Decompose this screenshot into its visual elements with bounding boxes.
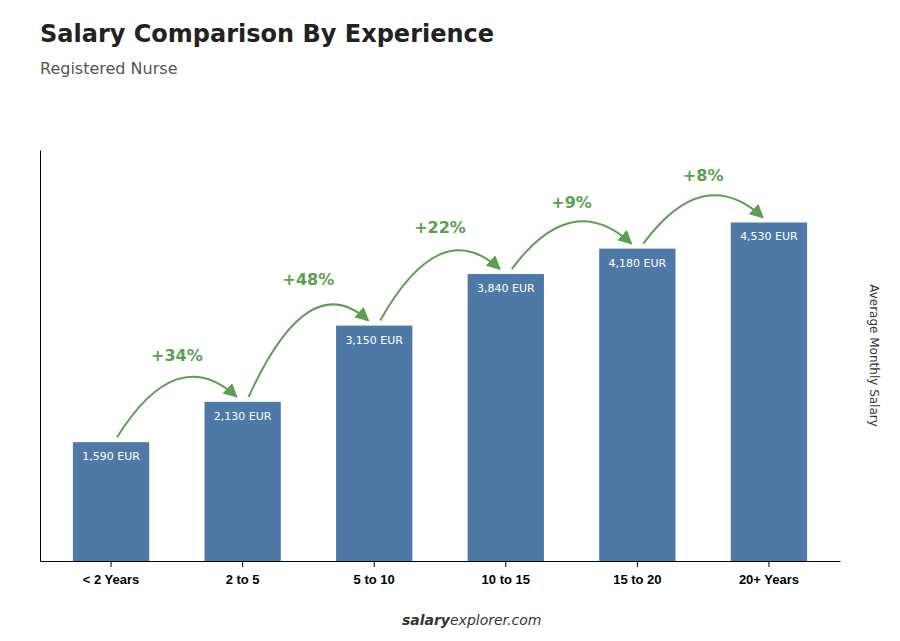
x-tick-mark bbox=[637, 561, 638, 567]
change-arrow bbox=[249, 304, 369, 396]
x-axis: < 2 Years 2 to 5 5 to 10 10 to 15 15 to 20 20… bbox=[41, 561, 841, 587]
x-tick-mark bbox=[111, 561, 112, 567]
change-label: +48% bbox=[283, 270, 335, 289]
y-axis bbox=[40, 151, 41, 562]
x-tick-mark bbox=[505, 561, 506, 567]
x-tick: < 2 Years bbox=[83, 561, 140, 587]
data-label: 3,150 EUR bbox=[345, 334, 403, 347]
data-label: 3,840 EUR bbox=[477, 282, 535, 295]
x-tick-label: 15 to 20 bbox=[613, 572, 661, 587]
bar bbox=[73, 442, 149, 561]
data-label: 1,590 EUR bbox=[82, 450, 140, 463]
footer: explorer.com bbox=[450, 612, 541, 628]
x-tick-mark bbox=[242, 561, 243, 567]
subtitle: Registered Nurse bbox=[40, 59, 177, 78]
y-axis-line bbox=[40, 151, 41, 562]
bar bbox=[599, 249, 675, 561]
title: Salary Comparison By Experience bbox=[40, 20, 494, 48]
change-label: +9% bbox=[551, 193, 592, 212]
x-tick: 20+ Years bbox=[739, 561, 799, 587]
chart: Salary Comparison By Experience Registere… bbox=[0, 0, 900, 641]
change-arrow bbox=[117, 377, 237, 437]
x-tick-label: 5 to 10 bbox=[354, 572, 395, 587]
marks bbox=[73, 222, 807, 561]
texts: +34% +48% +22% +9% +8% 1,590 EUR 2,130 EUR 3,15… bbox=[82, 166, 798, 463]
change-label: +34% bbox=[151, 346, 203, 365]
change-label: +8% bbox=[683, 166, 724, 185]
footer: salary bbox=[402, 612, 451, 628]
x-tick-label: 2 to 5 bbox=[226, 572, 260, 587]
x-tick-mark bbox=[374, 561, 375, 567]
bar bbox=[731, 222, 807, 561]
data-label: 4,530 EUR bbox=[740, 230, 798, 243]
x-axis-line bbox=[41, 561, 841, 562]
x-tick-mark bbox=[768, 561, 769, 567]
plot: < 2 Years 2 to 5 5 to 10 10 to 15 15 to 20 20… bbox=[41, 151, 841, 588]
x-tick: 15 to 20 bbox=[613, 561, 661, 587]
change-label: +22% bbox=[414, 218, 466, 237]
x-tick: 10 to 15 bbox=[482, 561, 530, 587]
data-label: 4,180 EUR bbox=[609, 257, 667, 270]
x-tick: 2 to 5 bbox=[226, 561, 260, 587]
x-tick: 5 to 10 bbox=[354, 561, 395, 587]
bar bbox=[336, 326, 412, 561]
bar bbox=[204, 402, 280, 561]
x-tick-label: 20+ Years bbox=[739, 572, 799, 587]
x-tick-label: 10 to 15 bbox=[482, 572, 530, 587]
data-label: 2,130 EUR bbox=[214, 410, 272, 423]
arrows bbox=[117, 195, 763, 437]
x-tick-label: < 2 Years bbox=[83, 572, 140, 587]
y-axis-title: Average Monthly Salary bbox=[867, 284, 881, 427]
bar bbox=[468, 274, 544, 561]
